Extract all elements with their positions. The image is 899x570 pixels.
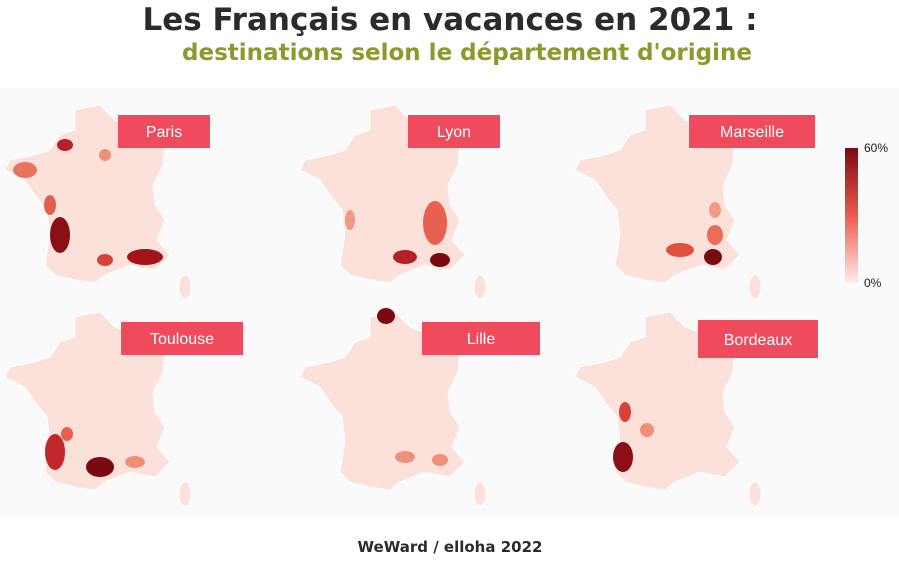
city-label-box	[689, 115, 815, 148]
subtitle: destinations selon le département d'orig…	[182, 40, 752, 66]
city-label-box	[121, 322, 243, 355]
map-bordeaux	[574, 311, 762, 507]
title: Les Français en vacances en 2021 :	[142, 2, 757, 38]
map-lille	[299, 308, 487, 507]
legend-max: 60%	[864, 141, 888, 155]
legend-gradient	[845, 148, 858, 283]
city-label-box	[422, 322, 540, 355]
city-label: Bordeaux	[724, 332, 793, 349]
map-marseille	[574, 104, 762, 300]
city-label: Toulouse	[150, 331, 214, 348]
city-label-box	[698, 320, 818, 358]
map-lyon	[299, 104, 487, 300]
city-label: Marseille	[720, 124, 784, 141]
map-toulouse	[4, 311, 192, 507]
city-label-box	[118, 115, 210, 148]
source: WeWard / elloha 2022	[358, 538, 543, 556]
city-label: Lille	[467, 331, 496, 348]
legend-min: 0%	[864, 276, 882, 290]
city-label-box	[408, 115, 500, 148]
city-label: Lyon	[437, 124, 471, 141]
city-label: Paris	[146, 124, 182, 141]
map-paris	[4, 104, 192, 300]
